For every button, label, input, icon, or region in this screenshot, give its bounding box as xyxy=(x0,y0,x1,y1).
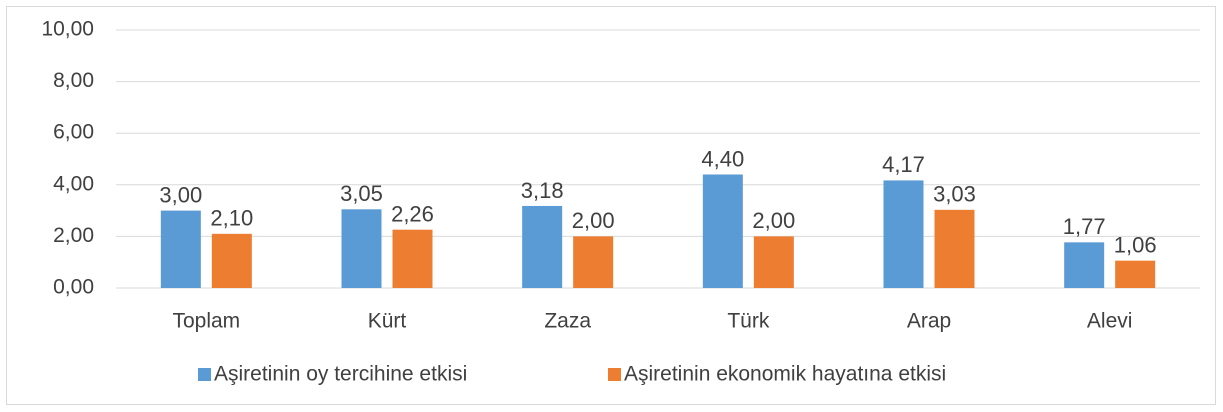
bar xyxy=(883,180,924,288)
x-tick-label: Türk xyxy=(727,310,770,333)
bar xyxy=(160,210,201,288)
value-label: 3,03 xyxy=(933,182,976,207)
value-label: 2,00 xyxy=(572,208,615,233)
legend-label: Aşiretinin ekonomik hayatına etkisi xyxy=(624,363,946,386)
value-label: 3,00 xyxy=(159,182,202,207)
bar xyxy=(753,236,794,288)
x-tick-label: Alevi xyxy=(1087,310,1133,333)
y-tick-label: 0,00 xyxy=(53,276,94,299)
x-tick-label: Arap xyxy=(907,310,951,333)
y-tick-label: 4,00 xyxy=(53,172,94,195)
legend-swatch xyxy=(608,368,621,381)
chart-border xyxy=(6,6,1216,405)
value-label: 3,05 xyxy=(340,181,383,206)
value-label: 1,77 xyxy=(1063,214,1106,239)
x-tick-label: Kürt xyxy=(368,310,407,333)
value-label: 2,26 xyxy=(391,202,434,227)
bar xyxy=(341,209,382,288)
value-label: 1,06 xyxy=(1114,232,1157,257)
bar xyxy=(392,229,433,288)
value-label: 4,40 xyxy=(701,146,744,171)
bar xyxy=(211,233,252,288)
y-tick-label: 2,00 xyxy=(53,224,94,247)
x-tick-label: Zaza xyxy=(544,310,591,333)
value-label: 4,17 xyxy=(882,152,925,177)
bar xyxy=(1064,242,1105,288)
bar xyxy=(1115,260,1156,288)
y-tick-label: 6,00 xyxy=(53,121,94,144)
x-tick-label: Toplam xyxy=(172,310,240,333)
y-tick-label: 8,00 xyxy=(53,69,94,92)
legend-label: Aşiretinin oy tercihine etkisi xyxy=(214,363,467,386)
bar xyxy=(934,209,975,288)
value-label: 2,00 xyxy=(752,208,795,233)
value-label: 2,10 xyxy=(210,206,253,231)
value-label: 3,18 xyxy=(521,178,564,203)
legend-swatch xyxy=(198,368,211,381)
bar xyxy=(573,236,614,288)
y-tick-label: 10,00 xyxy=(41,18,94,41)
bar xyxy=(702,174,743,288)
bar xyxy=(522,205,563,288)
